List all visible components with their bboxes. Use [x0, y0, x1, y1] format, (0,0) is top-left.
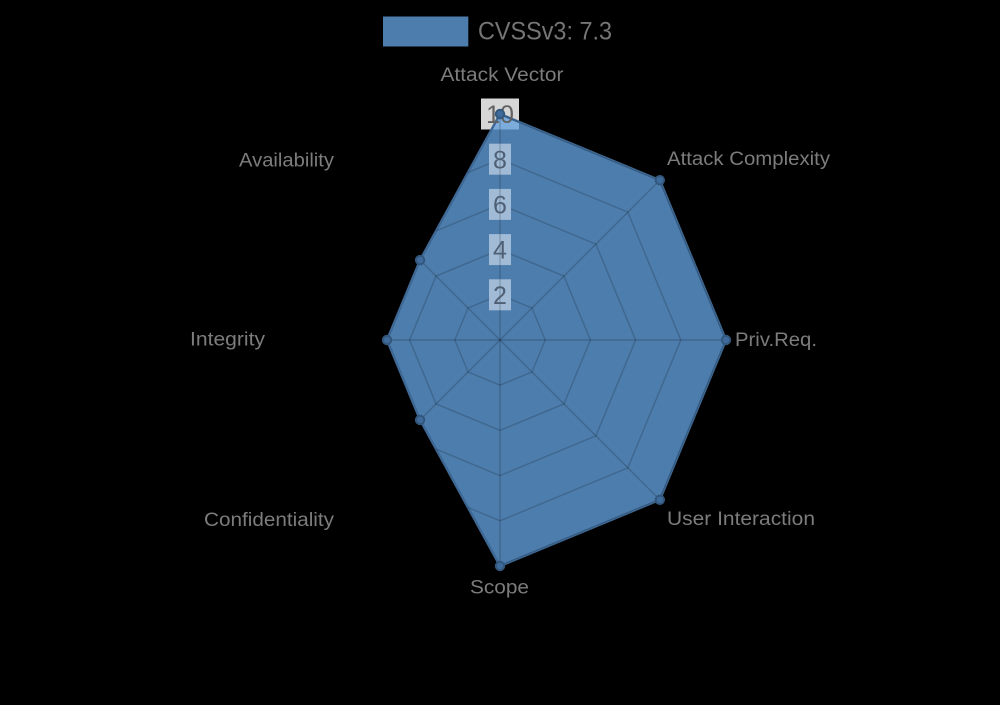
svg-text:Attack Complexity: Attack Complexity	[667, 149, 831, 170]
svg-text:6: 6	[493, 192, 507, 220]
svg-text:2: 2	[493, 282, 507, 310]
svg-text:User Interaction: User Interaction	[667, 509, 815, 530]
svg-text:4: 4	[493, 237, 507, 265]
svg-text:Priv.Req.: Priv.Req.	[735, 330, 817, 351]
svg-text:Attack Vector: Attack Vector	[441, 65, 565, 86]
svg-text:8: 8	[493, 146, 507, 174]
svg-text:Scope: Scope	[470, 578, 529, 599]
svg-text:CVSSv3: 7.3: CVSSv3: 7.3	[478, 18, 612, 46]
svg-text:Availability: Availability	[239, 151, 335, 172]
svg-text:Integrity: Integrity	[190, 330, 266, 351]
svg-text:Confidentiality: Confidentiality	[204, 510, 335, 531]
